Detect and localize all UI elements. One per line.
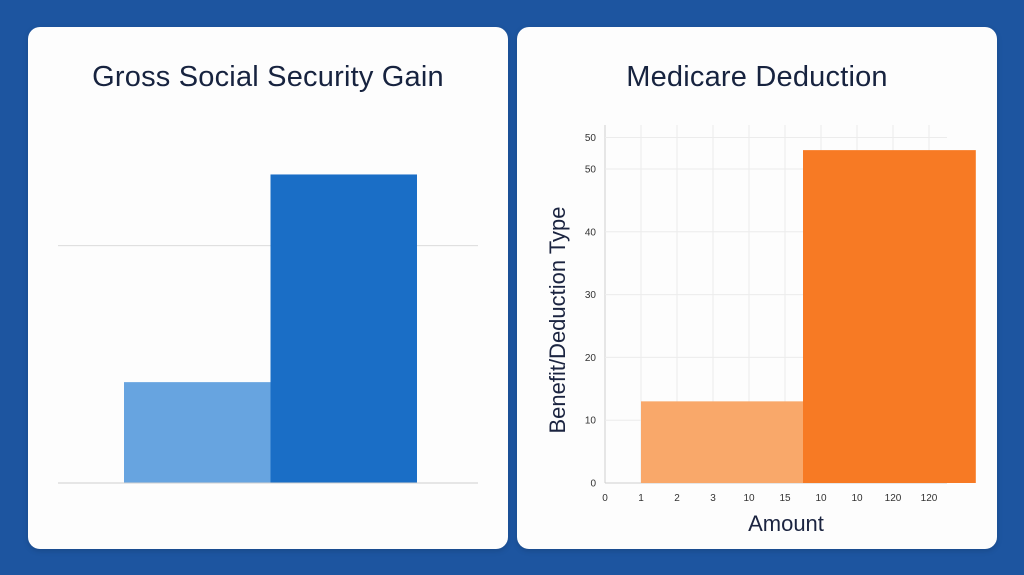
bar-0 xyxy=(124,382,271,483)
y-tick-label: 0 xyxy=(590,479,596,490)
x-tick-label: 10 xyxy=(743,493,755,504)
x-axis-title: Amount xyxy=(748,511,824,536)
bar-1 xyxy=(803,150,976,483)
y-tick-label: 10 xyxy=(585,416,597,427)
y-tick-label: 20 xyxy=(585,353,597,364)
x-tick-label: 15 xyxy=(779,493,791,504)
medicare-chart: 0 10 20 30 40 50 50 0 1 2 3 10 15 10 10 120 120 Amount Ben… xyxy=(545,125,976,536)
chart-panel-gross-gain: Gross Social Security Gain xyxy=(28,27,508,549)
x-tick-label: 10 xyxy=(815,493,827,504)
chart-title: Medicare Deduction xyxy=(626,61,888,93)
x-tick-label: 120 xyxy=(921,493,938,504)
x-tick-label: 2 xyxy=(674,493,680,504)
x-tick-label: 120 xyxy=(885,493,902,504)
gross-gain-chart xyxy=(58,174,478,484)
x-tick-label: 10 xyxy=(851,493,863,504)
x-tick-label: 3 xyxy=(710,493,716,504)
y-tick-label: 50 xyxy=(585,133,597,144)
y-tick-label: 40 xyxy=(585,227,597,238)
x-tick-label: 1 xyxy=(638,493,644,504)
y-tick-label: 30 xyxy=(585,290,597,301)
chart-title: Gross Social Security Gain xyxy=(92,61,444,93)
chart-panel-medicare: Medicare Deduction 0 10 20 30 40 50 50 0 1 2 3 10 15… xyxy=(517,27,997,549)
bar-1 xyxy=(270,174,417,483)
y-axis-title: Benefit/Deduction Type xyxy=(545,206,570,433)
y-tick-label: 50 xyxy=(585,164,597,175)
bar-0 xyxy=(641,401,803,483)
x-tick-label: 0 xyxy=(602,493,608,504)
